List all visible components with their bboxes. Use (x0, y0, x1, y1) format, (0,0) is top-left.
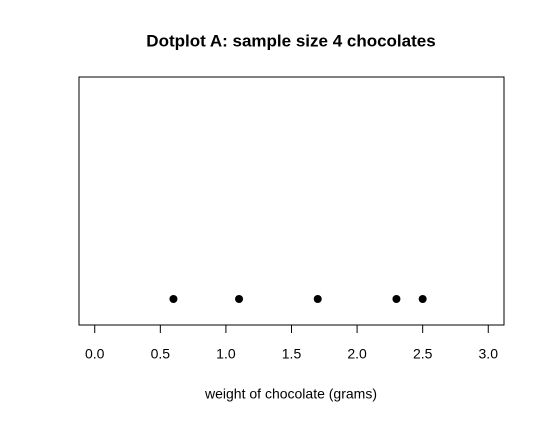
x-axis-label: weight of chocolate (grams) (204, 386, 377, 402)
dot (169, 295, 178, 303)
dot (418, 295, 427, 303)
x-tick-label: 0.5 (151, 346, 171, 362)
dot (235, 295, 244, 303)
dot (313, 295, 322, 303)
dot (392, 295, 401, 303)
chart-title: Dotplot A: sample size 4 chocolates (146, 31, 435, 50)
x-tick-label: 2.5 (413, 346, 433, 362)
x-tick-label: 2.0 (347, 346, 367, 362)
x-tick-label: 0.0 (85, 346, 105, 362)
plot-box (78, 76, 505, 326)
x-tick-label: 3.0 (479, 346, 499, 362)
x-tick-label: 1.0 (216, 346, 236, 362)
x-tick-label: 1.5 (282, 346, 302, 362)
